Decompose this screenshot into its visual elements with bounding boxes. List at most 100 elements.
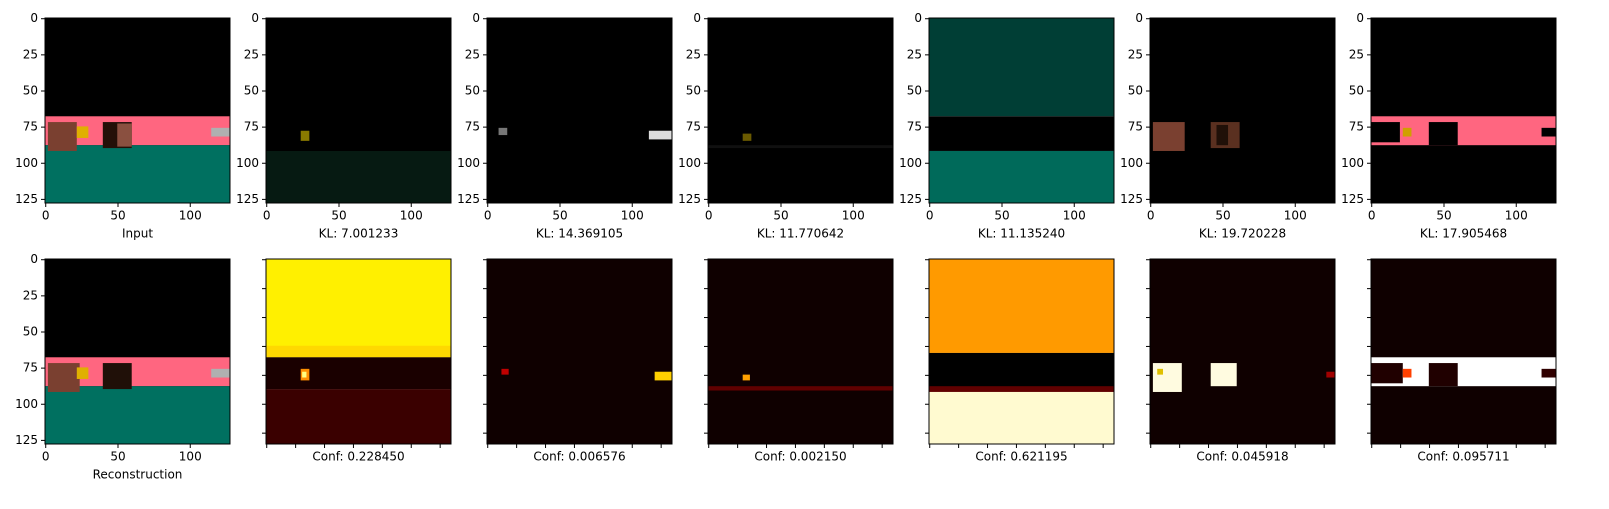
axes-frame — [707, 258, 894, 445]
y-tick-label: 75 — [23, 361, 38, 375]
x-axis-label: Conf: 0.045918 — [1196, 450, 1288, 464]
axes-frame — [1370, 258, 1557, 445]
axes-frame — [265, 17, 452, 204]
y-tick-label: 75 — [907, 120, 922, 134]
y-tick-label: 0 — [251, 11, 259, 25]
subplot: Conf: 0.095711 — [1367, 258, 1557, 464]
y-tick-label: 25 — [23, 288, 38, 302]
x-tick-label: 0 — [926, 209, 934, 223]
y-tick-label: 0 — [30, 11, 38, 25]
y-tick-label: 50 — [23, 83, 38, 97]
y-tick-label: 50 — [465, 83, 480, 97]
y-tick-label: 100 — [15, 397, 38, 411]
x-tick-label: 0 — [705, 209, 713, 223]
y-tick-label: 50 — [244, 83, 259, 97]
axes-frame — [1149, 17, 1336, 204]
y-tick-label: 0 — [1135, 11, 1143, 25]
y-tick-label: 125 — [15, 433, 38, 447]
x-axis-label: Conf: 0.095711 — [1417, 450, 1509, 464]
axes-frame — [707, 17, 894, 204]
axes-frame — [44, 258, 231, 445]
image — [1371, 259, 1556, 444]
y-tick-label: 25 — [907, 47, 922, 61]
x-axis-label: KL: 19.720228 — [1199, 227, 1286, 241]
x-tick-label: 50 — [110, 209, 125, 223]
x-tick-label: 100 — [842, 209, 865, 223]
y-tick-label: 125 — [678, 192, 701, 206]
x-tick-label: 100 — [400, 209, 423, 223]
axes-frame — [928, 258, 1115, 445]
x-axis-label: KL: 11.770642 — [757, 227, 844, 241]
x-tick-label: 100 — [179, 450, 202, 464]
axes-frame — [44, 17, 231, 204]
axes-frame — [265, 258, 452, 445]
x-tick-label: 100 — [179, 209, 202, 223]
x-axis-label: Reconstruction — [93, 468, 183, 482]
y-tick-label: 25 — [465, 47, 480, 61]
x-tick-label: 50 — [1436, 209, 1451, 223]
y-tick-label: 125 — [1120, 192, 1143, 206]
x-tick-label: 100 — [1063, 209, 1086, 223]
image — [708, 259, 893, 444]
image — [45, 259, 230, 444]
x-axis-label: KL: 11.135240 — [978, 227, 1065, 241]
y-tick-label: 100 — [678, 156, 701, 170]
subplot: 0 50 100 0 25 50 75 100 125 KL: 7.001233 — [236, 11, 452, 241]
y-tick-label: 125 — [1341, 192, 1364, 206]
y-tick-label: 50 — [23, 324, 38, 338]
x-tick-label: 100 — [621, 209, 644, 223]
y-tick-label: 125 — [899, 192, 922, 206]
axes-frame — [486, 17, 673, 204]
y-tick-label: 50 — [1128, 83, 1143, 97]
image — [266, 18, 451, 203]
image — [708, 18, 893, 203]
x-tick-label: 100 — [1505, 209, 1528, 223]
y-tick-label: 100 — [15, 156, 38, 170]
y-tick-label: 50 — [686, 83, 701, 97]
y-tick-label: 0 — [693, 11, 701, 25]
y-tick-label: 0 — [1356, 11, 1364, 25]
x-tick-label: 0 — [42, 450, 50, 464]
x-axis-label: Conf: 0.002150 — [754, 450, 846, 464]
axes-frame — [1370, 17, 1557, 204]
axes-frame — [486, 258, 673, 445]
x-tick-label: 50 — [110, 450, 125, 464]
x-axis-label: Conf: 0.228450 — [312, 450, 404, 464]
y-tick-label: 25 — [244, 47, 259, 61]
y-tick-label: 50 — [907, 83, 922, 97]
subplot: 0 50 100 0 25 50 75 100 125 Input — [15, 11, 231, 241]
x-tick-label: 50 — [773, 209, 788, 223]
subplot: Conf: 0.621195 — [925, 258, 1115, 464]
y-tick-label: 25 — [23, 47, 38, 61]
subplot: 0 50 100 0 25 50 75 100 125 KL: 19.720228 — [1120, 11, 1336, 241]
y-tick-label: 75 — [1349, 120, 1364, 134]
image — [266, 259, 451, 444]
axes-frame — [928, 17, 1115, 204]
image — [1371, 18, 1556, 203]
y-tick-label: 0 — [914, 11, 922, 25]
image — [929, 18, 1114, 203]
x-axis-label: Conf: 0.006576 — [533, 450, 625, 464]
image — [487, 18, 672, 203]
subplot: 0 50 100 0 25 50 75 100 125 Reconstruction — [15, 252, 231, 482]
subplot: 0 50 100 0 25 50 75 100 125 KL: 11.770642 — [678, 11, 894, 241]
y-tick-label: 50 — [1349, 83, 1364, 97]
subplot: 0 50 100 0 25 50 75 100 125 KL: 11.135240 — [899, 11, 1115, 241]
y-tick-label: 125 — [236, 192, 259, 206]
x-axis-label: KL: 7.001233 — [319, 227, 399, 241]
y-tick-label: 75 — [465, 120, 480, 134]
y-tick-label: 75 — [23, 120, 38, 134]
y-tick-label: 100 — [1341, 156, 1364, 170]
subplot: 0 50 100 0 25 50 75 100 125 KL: 17.905468 — [1341, 11, 1557, 241]
y-tick-label: 75 — [686, 120, 701, 134]
y-tick-label: 25 — [1349, 47, 1364, 61]
x-tick-label: 50 — [994, 209, 1009, 223]
y-tick-label: 0 — [30, 252, 38, 266]
x-axis-label: Input — [122, 227, 153, 241]
y-tick-label: 75 — [244, 120, 259, 134]
x-tick-label: 50 — [331, 209, 346, 223]
x-tick-label: 0 — [263, 209, 271, 223]
y-tick-label: 25 — [1128, 47, 1143, 61]
y-tick-label: 100 — [899, 156, 922, 170]
x-tick-label: 0 — [1147, 209, 1155, 223]
